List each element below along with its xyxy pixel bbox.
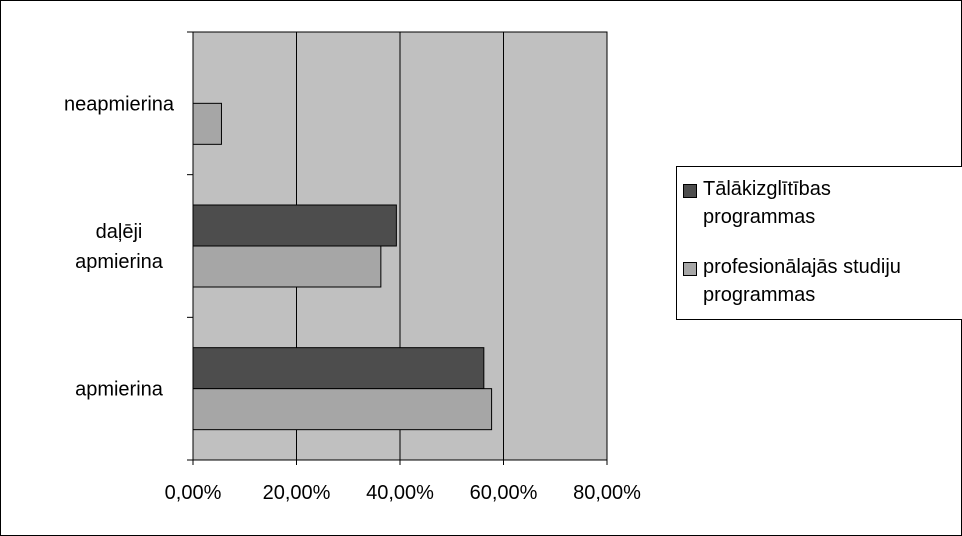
x-tick-label: 80,00% xyxy=(573,482,641,504)
legend-swatch-series-1 xyxy=(683,184,697,198)
bar xyxy=(192,204,397,247)
category-label: apmierina xyxy=(75,251,164,273)
legend-item-series-1: Tālākizglītības programmas xyxy=(683,175,962,231)
legend-swatch-series-2 xyxy=(683,262,697,276)
x-tick-label: 60,00% xyxy=(470,482,538,504)
bar xyxy=(192,347,485,390)
category-label: neapmierina xyxy=(64,93,175,115)
legend-item-series-2: profesionālajās studiju programmas xyxy=(683,253,962,309)
legend-label-series-1: Tālākizglītības programmas xyxy=(703,178,831,228)
category-label: apmierina xyxy=(75,379,164,401)
x-tick-label: 40,00% xyxy=(366,482,434,504)
x-tick-label: 20,00% xyxy=(263,482,331,504)
x-tick-label: 0,00% xyxy=(165,482,222,504)
bar xyxy=(192,388,493,431)
bar xyxy=(192,245,382,288)
legend: Tālākizglītības programmas profesionālaj… xyxy=(676,166,962,320)
legend-label-series-2: profesionālajās studiju programmas xyxy=(703,256,901,306)
bar xyxy=(192,102,222,145)
category-label: daļēji xyxy=(96,221,143,243)
